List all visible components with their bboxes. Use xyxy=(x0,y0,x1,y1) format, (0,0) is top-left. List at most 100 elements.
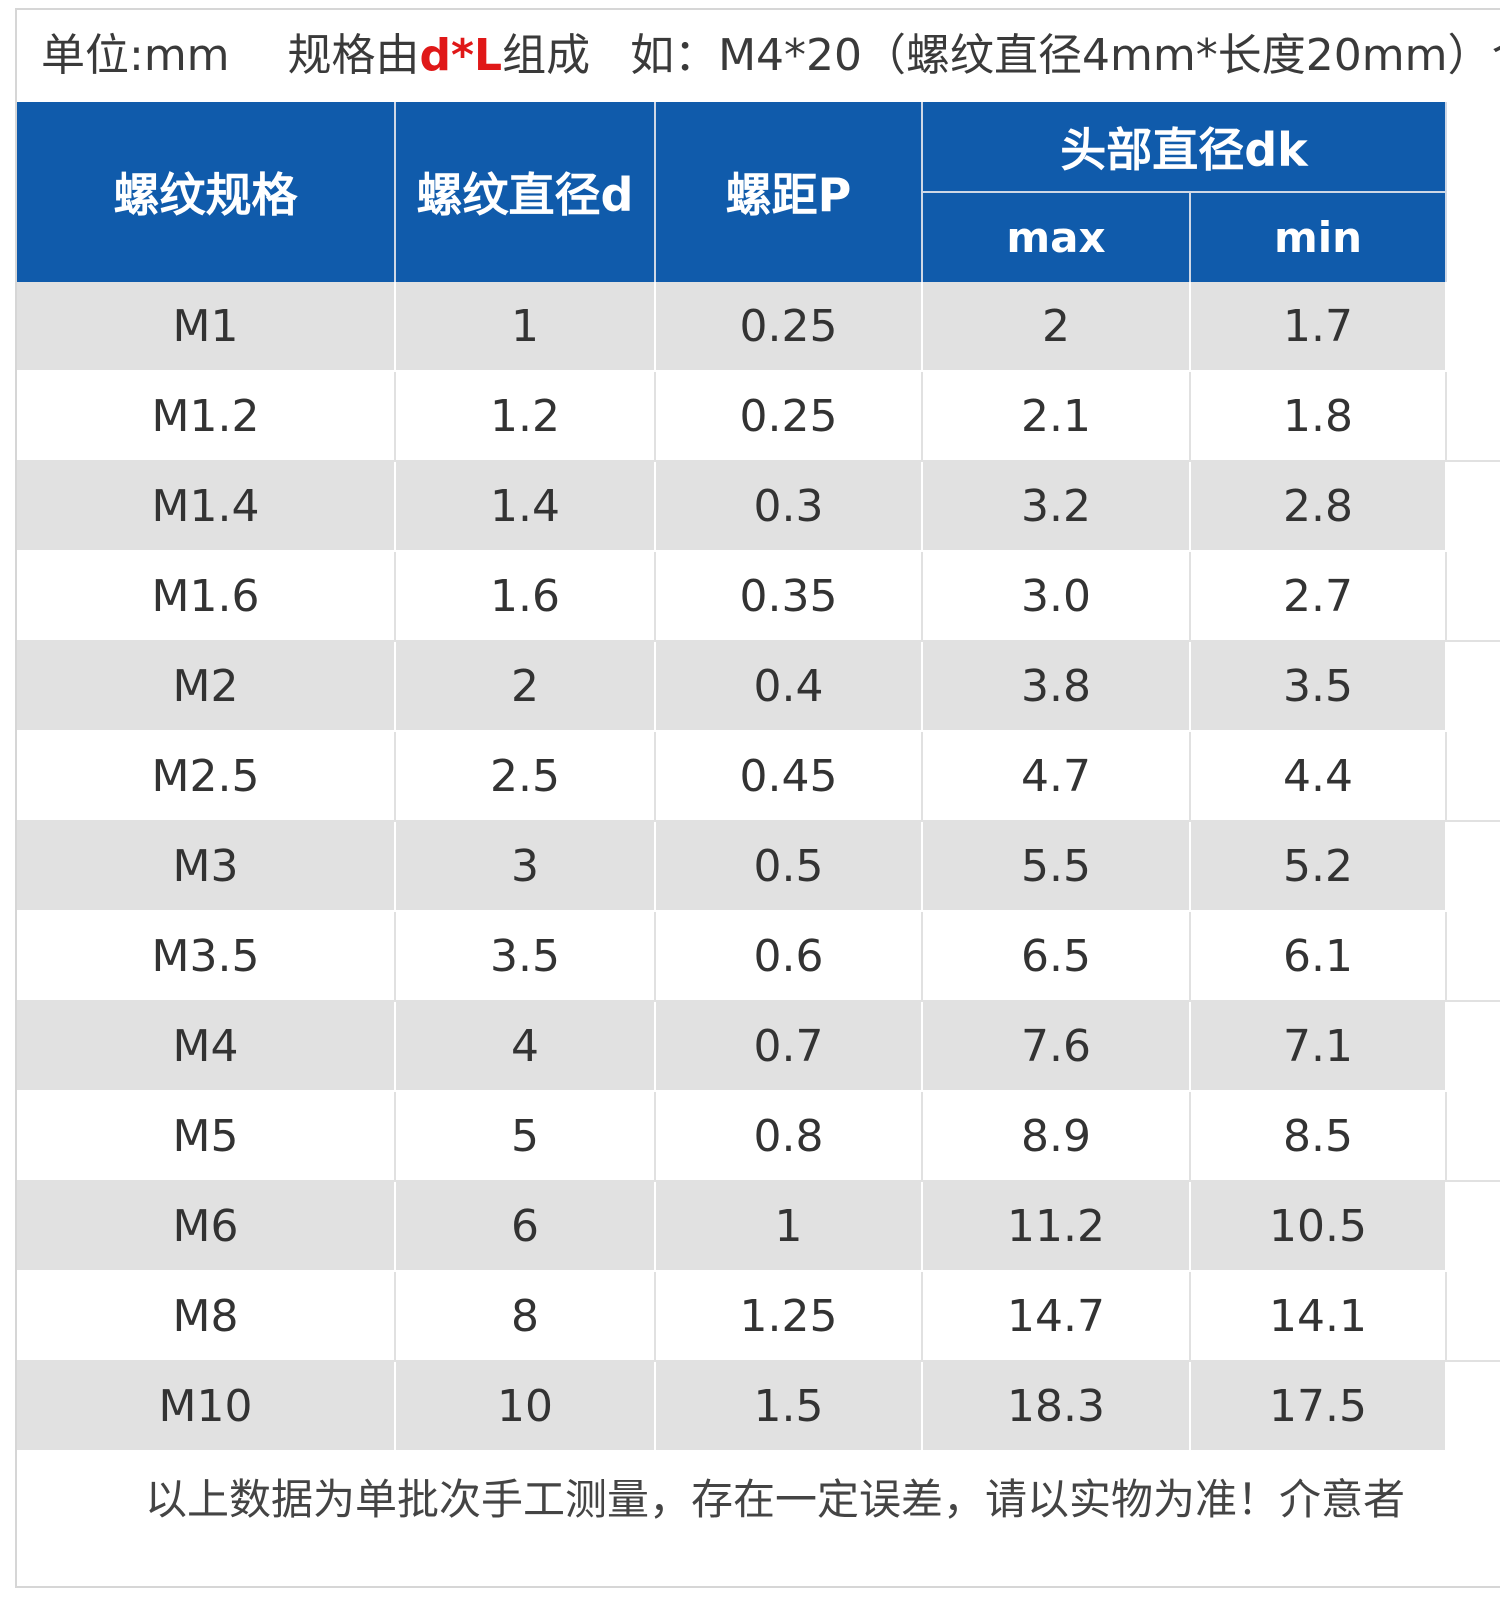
cell-spec: M1.2 xyxy=(17,371,396,462)
cell-head-min: 1.7 xyxy=(1190,282,1447,372)
cell-head-min: 14.1 xyxy=(1190,1271,1447,1362)
row-edge xyxy=(1446,1181,1500,1271)
cell-head-min: 2.7 xyxy=(1190,551,1447,642)
header-max: max xyxy=(922,192,1191,282)
cell-head-max: 6.5 xyxy=(922,911,1191,1002)
cell-spec: M4 xyxy=(17,1001,396,1092)
cell-head-max: 7.6 xyxy=(922,1001,1191,1092)
spec-table-body: M1 1 0.25 2 1.7 M1.2 1.2 0.25 2.1 1.8 M1.4 1.4 0.3 3.… xyxy=(17,282,1500,1452)
cell-diameter: 1 xyxy=(395,282,656,372)
table-row: M4 4 0.7 7.6 7.1 xyxy=(17,1001,1500,1092)
cell-pitch: 0.25 xyxy=(655,282,923,372)
cell-pitch: 0.35 xyxy=(655,551,923,642)
cell-head-min: 8.5 xyxy=(1190,1091,1447,1182)
table-row: M3.5 3.5 0.6 6.5 6.1 xyxy=(17,911,1500,1002)
row-edge xyxy=(1446,731,1500,822)
cell-spec: M2 xyxy=(17,641,396,732)
cell-head-min: 5.2 xyxy=(1190,821,1447,912)
table-row: M2.5 2.5 0.45 4.7 4.4 xyxy=(17,731,1500,822)
table-row: M3 3 0.5 5.5 5.2 xyxy=(17,821,1500,912)
cell-diameter: 6 xyxy=(395,1181,656,1272)
cell-pitch: 1.25 xyxy=(655,1271,923,1362)
cell-diameter: 1.4 xyxy=(395,461,656,552)
cell-head-max: 5.5 xyxy=(922,821,1191,912)
cell-spec: M3 xyxy=(17,821,396,912)
unit-label: 单位:mm xyxy=(41,30,230,81)
cell-spec: M2.5 xyxy=(17,731,396,822)
row-edge xyxy=(1446,1271,1500,1362)
cell-head-max: 3.0 xyxy=(922,551,1191,642)
row-edge xyxy=(1446,282,1500,371)
cell-pitch: 0.4 xyxy=(655,641,923,732)
cell-spec: M3.5 xyxy=(17,911,396,1002)
cell-spec: M5 xyxy=(17,1091,396,1182)
cell-spec: M6 xyxy=(17,1181,396,1272)
cell-pitch: 0.7 xyxy=(655,1001,923,1092)
table-row: M8 8 1.25 14.7 14.1 xyxy=(17,1271,1500,1362)
cell-head-min: 10.5 xyxy=(1190,1181,1447,1272)
cell-pitch: 0.25 xyxy=(655,371,923,462)
cell-pitch: 1 xyxy=(655,1181,923,1272)
table-row: M1 1 0.25 2 1.7 xyxy=(17,282,1500,372)
cell-diameter: 10 xyxy=(395,1361,656,1452)
cell-spec: M1 xyxy=(17,282,396,372)
disclaimer-note: 以上数据为单批次手工测量，存在一定误差，请以实物为准！介意者 xyxy=(145,1475,1406,1524)
row-edge xyxy=(1446,641,1500,731)
header-spec: 螺纹规格 xyxy=(17,102,396,282)
table-row: M5 5 0.8 8.9 8.5 xyxy=(17,1091,1500,1182)
cell-diameter: 4 xyxy=(395,1001,656,1092)
cell-head-min: 6.1 xyxy=(1190,911,1447,1002)
cell-pitch: 0.8 xyxy=(655,1091,923,1182)
cell-head-max: 3.8 xyxy=(922,641,1191,732)
table-row: M1.6 1.6 0.35 3.0 2.7 xyxy=(17,551,1500,642)
screw-spec-table: 螺纹规格 螺纹直径d 螺距P 头部直径dk max min M1 1 0.25 2 1.… xyxy=(17,102,1500,1452)
cell-pitch: 0.6 xyxy=(655,911,923,1002)
cell-pitch: 0.45 xyxy=(655,731,923,822)
header-head-diameter: 头部直径dk xyxy=(922,102,1447,193)
cell-spec: M1.4 xyxy=(17,461,396,552)
table-row: M1.4 1.4 0.3 3.2 2.8 xyxy=(17,461,1500,552)
cell-head-max: 11.2 xyxy=(922,1181,1191,1272)
table-row: M10 10 1.5 18.3 17.5 xyxy=(17,1361,1500,1452)
spec-suffix: 组成 xyxy=(502,30,591,81)
header-pitch: 螺距P xyxy=(655,102,923,282)
cell-diameter: 1.6 xyxy=(395,551,656,642)
cell-diameter: 2 xyxy=(395,641,656,732)
header-diameter: 螺纹直径d xyxy=(395,102,656,282)
cell-pitch: 0.3 xyxy=(655,461,923,552)
row-edge xyxy=(1446,821,1500,911)
spec-prefix: 规格由 xyxy=(287,30,420,81)
cell-pitch: 0.5 xyxy=(655,821,923,912)
row-edge xyxy=(1446,1091,1500,1182)
cell-diameter: 1.2 xyxy=(395,371,656,462)
cell-diameter: 5 xyxy=(395,1091,656,1182)
cell-head-max: 2.1 xyxy=(922,371,1191,462)
row-edge xyxy=(1446,1361,1500,1451)
header-edge xyxy=(1446,102,1500,282)
example-note: 如：M4*20（螺纹直径4mm*长度20mm）合 xyxy=(630,30,1500,81)
cell-head-max: 2 xyxy=(922,282,1191,372)
cell-head-max: 8.9 xyxy=(922,1091,1191,1182)
cell-diameter: 3 xyxy=(395,821,656,912)
cell-head-min: 3.5 xyxy=(1190,641,1447,732)
cell-diameter: 8 xyxy=(395,1271,656,1362)
cell-head-min: 4.4 xyxy=(1190,731,1447,822)
cell-head-min: 17.5 xyxy=(1190,1361,1447,1452)
row-edge xyxy=(1446,911,1500,1002)
cell-pitch: 1.5 xyxy=(655,1361,923,1452)
cell-head-max: 3.2 xyxy=(922,461,1191,552)
cell-head-max: 14.7 xyxy=(922,1271,1191,1362)
row-edge xyxy=(1446,371,1500,462)
cell-head-min: 7.1 xyxy=(1190,1001,1447,1092)
row-edge xyxy=(1446,461,1500,551)
cell-diameter: 2.5 xyxy=(395,731,656,822)
row-edge xyxy=(1446,1001,1500,1091)
table-row: M1.2 1.2 0.25 2.1 1.8 xyxy=(17,371,1500,462)
cell-head-min: 2.8 xyxy=(1190,461,1447,552)
row-edge xyxy=(1446,551,1500,642)
table-row: M2 2 0.4 3.8 3.5 xyxy=(17,641,1500,732)
header-min: min xyxy=(1190,192,1447,282)
table-row: M6 6 1 11.2 10.5 xyxy=(17,1181,1500,1272)
cell-head-max: 18.3 xyxy=(922,1361,1191,1452)
cell-head-min: 1.8 xyxy=(1190,371,1447,462)
